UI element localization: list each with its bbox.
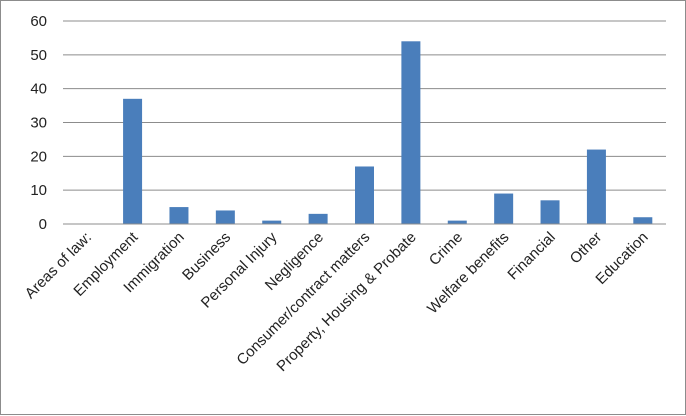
bar-other <box>586 149 606 224</box>
bar-financial <box>540 200 560 224</box>
bar-welfare-benefits <box>494 193 514 224</box>
y-tick-label: 60 <box>30 13 47 30</box>
bar-personal-injury <box>262 220 282 224</box>
bar-education <box>633 217 653 224</box>
x-category-label: Crime <box>426 229 466 269</box>
bar-consumer-contract-matters <box>355 166 374 224</box>
x-category-label: Other <box>567 229 606 268</box>
y-tick-label: 10 <box>30 182 47 199</box>
y-axis-tick-labels: 0 10 20 30 40 50 60 <box>30 13 47 233</box>
bar-immigration <box>169 207 189 224</box>
x-axis-category-labels: Areas of law:EmploymentImmigrationBusine… <box>22 228 652 375</box>
bar-crime <box>447 220 467 224</box>
x-category-label: Financial <box>504 229 558 283</box>
y-tick-label: 0 <box>39 216 47 233</box>
bar-business <box>215 210 235 224</box>
bar-property-housing-probate <box>401 41 421 224</box>
y-tick-label: 40 <box>30 81 47 98</box>
y-tick-label: 30 <box>30 115 47 132</box>
bars <box>123 41 653 224</box>
gridlines <box>63 20 666 225</box>
bar-negligence <box>308 213 328 224</box>
x-category-label: Welfare benefits <box>424 229 512 317</box>
bar-employment <box>123 98 143 224</box>
y-tick-label: 50 <box>30 47 47 64</box>
y-tick-label: 20 <box>30 148 47 165</box>
